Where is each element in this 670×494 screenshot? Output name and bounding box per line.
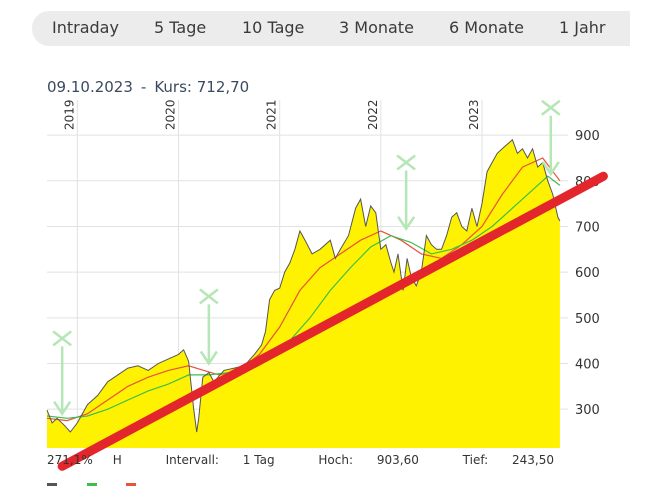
tab-10-tage[interactable]: 10 Tage <box>242 18 305 37</box>
annotation-x-mark <box>52 330 72 347</box>
annotation-x-mark <box>541 99 561 116</box>
stat-performance: 271,1% H <box>47 453 142 467</box>
info-date: 09.10.2023 <box>47 78 133 96</box>
y-tick-label: 500 <box>575 312 600 327</box>
y-tick-label: 700 <box>575 220 600 235</box>
y-tick-label: 900 <box>575 129 600 144</box>
legend-swatch-price <box>47 482 57 486</box>
period-tabbar: Intraday 5 Tage 10 Tage 3 Monate 6 Monat… <box>32 11 630 46</box>
stat-high-value: 903,60 <box>376 453 419 467</box>
y-tick-label: 400 <box>575 358 600 373</box>
x-tick-label: 2019 <box>62 99 76 130</box>
stat-interval: Intervall: 1 Tag <box>166 453 295 467</box>
stat-perf-value: 271,1% <box>47 453 93 467</box>
stat-perf-suffix: H <box>112 453 122 467</box>
chart-stats: 271,1% H Intervall: 1 Tag Hoch: 903,60 Ti… <box>47 453 594 467</box>
tab-intraday[interactable]: Intraday <box>52 18 119 37</box>
x-tick-label: 2022 <box>366 99 380 130</box>
stat-low: Tief: 243,50 <box>463 453 574 467</box>
info-kurs-value: 712,70 <box>196 78 250 96</box>
x-tick-label: 2021 <box>265 99 279 130</box>
annotation-x-mark <box>199 288 219 305</box>
chart-info-line: 09.10.2023- Kurs: 712,70 <box>47 78 249 96</box>
legend-item-ma-green <box>86 477 101 490</box>
price-line <box>46 138 561 433</box>
stat-low-label: Tief: <box>462 453 489 467</box>
x-tick-label: 2023 <box>467 99 481 130</box>
legend-item-ma-red <box>126 477 140 490</box>
annotation-arrow-head <box>199 350 218 366</box>
ma-red-line <box>46 157 561 422</box>
stat-interval-value: 1 Tag <box>242 453 275 467</box>
legend-item-price <box>47 477 61 490</box>
x-tick-label: 2020 <box>164 99 178 130</box>
price-area <box>47 139 560 448</box>
stat-interval-label: Intervall: <box>165 453 219 467</box>
legend-swatch-ma-green <box>86 482 97 486</box>
annotation-x-mark <box>396 154 416 171</box>
tab-1-jahr[interactable]: 1 Jahr <box>559 18 606 37</box>
info-kurs-label: Kurs: <box>154 78 192 96</box>
trendline <box>57 171 608 471</box>
ma-green-line <box>46 175 561 419</box>
annotation-arrow-head <box>53 401 72 416</box>
chart-legend <box>47 477 162 494</box>
tab-3-monate[interactable]: 3 Monate <box>339 18 414 37</box>
y-tick-label: 300 <box>575 403 600 418</box>
y-tick-label: 600 <box>575 266 600 281</box>
stat-high-label: Hoch: <box>318 453 354 467</box>
tab-6-monate[interactable]: 6 Monate <box>449 18 524 37</box>
info-separator: - <box>140 78 147 96</box>
legend-swatch-ma-red <box>126 482 136 486</box>
stat-low-value: 243,50 <box>512 453 555 467</box>
annotation-arrow-head <box>541 161 560 177</box>
stat-high: Hoch: 903,60 <box>318 453 438 467</box>
annotation-arrow-head <box>397 216 416 232</box>
tab-5-tage[interactable]: 5 Tage <box>154 18 207 37</box>
